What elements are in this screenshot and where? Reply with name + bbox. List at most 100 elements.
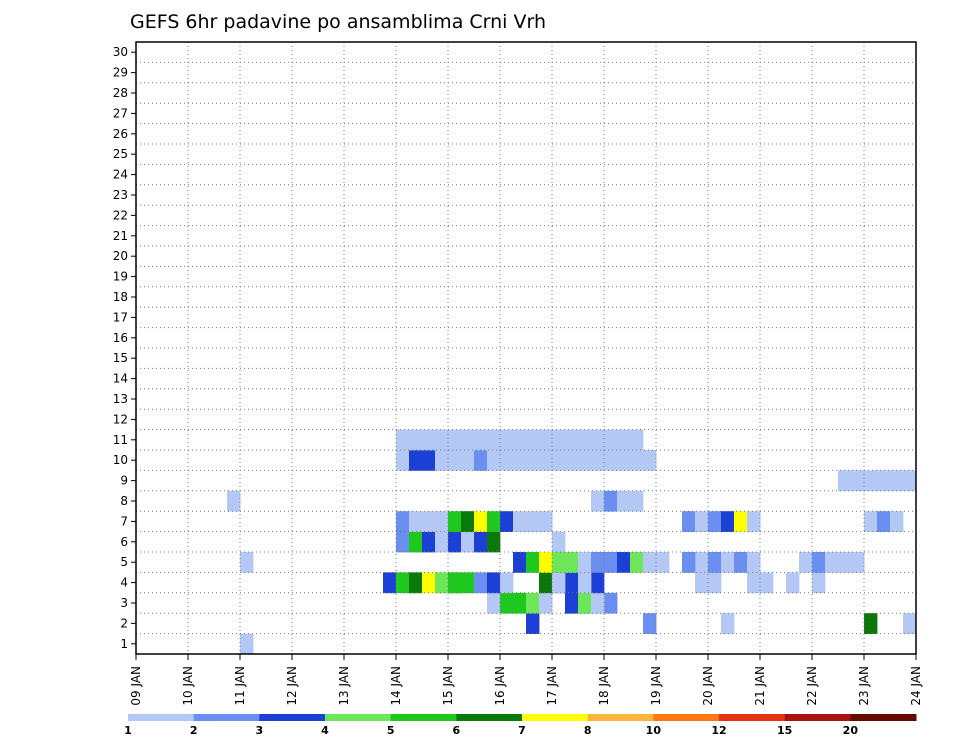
heatmap-cell <box>617 552 631 573</box>
heatmap-cell <box>578 592 592 614</box>
heatmap-cell <box>864 470 878 492</box>
heatmap-cell <box>786 572 800 594</box>
heatmap-cell <box>721 552 735 573</box>
legend-swatch <box>850 714 917 721</box>
y-tick-label: 17 <box>113 310 128 324</box>
heatmap-cell <box>877 511 891 532</box>
legend-swatch <box>719 714 786 721</box>
heatmap-cell <box>838 552 852 573</box>
heatmap-cell <box>825 552 839 573</box>
heatmap-cell <box>903 613 917 634</box>
y-tick-label: 25 <box>113 147 128 161</box>
heatmap-cell <box>877 470 891 492</box>
heatmap-cell <box>487 592 501 614</box>
y-tick-label: 3 <box>120 596 128 610</box>
heatmap-cell <box>630 450 644 471</box>
heatmap-cell <box>721 613 735 634</box>
y-tick-label: 19 <box>113 270 128 284</box>
heatmap-cell <box>747 552 761 573</box>
x-tick-label: 19 JAN <box>649 666 663 706</box>
legend-swatch <box>784 714 851 721</box>
chart-title: GEFS 6hr padavine po ansamblima Crni Vrh <box>130 11 546 33</box>
heatmap-cell <box>474 572 488 594</box>
legend-swatch <box>193 714 260 721</box>
y-tick-label: 28 <box>113 86 128 100</box>
heatmap-cell <box>500 450 514 471</box>
heatmap-cell <box>604 450 618 471</box>
x-tick-label: 09 JAN <box>129 666 143 706</box>
heatmap-cell <box>396 511 410 532</box>
heatmap-cell <box>461 450 475 471</box>
legend-swatch <box>325 714 392 721</box>
heatmap-cell <box>526 552 540 573</box>
heatmap-cell <box>890 511 904 532</box>
heatmap-cell <box>565 572 579 594</box>
heatmap-cell <box>617 490 631 512</box>
heatmap-cell <box>643 552 657 573</box>
heatmap-cell <box>422 511 436 532</box>
heatmap-cell <box>435 450 449 471</box>
heatmap-cell <box>591 592 605 614</box>
heatmap-cell <box>812 552 826 573</box>
heatmap-cell <box>539 572 553 594</box>
legend-swatch <box>587 714 654 721</box>
heatmap-cell <box>539 450 553 471</box>
y-tick-label: 13 <box>113 392 128 406</box>
y-tick-label: 24 <box>113 168 128 182</box>
y-tick-label: 27 <box>113 106 128 120</box>
heatmap-cell <box>409 572 423 594</box>
y-tick-label: 21 <box>113 229 128 243</box>
heatmap-cell <box>656 552 670 573</box>
heatmap-cell <box>396 450 410 471</box>
y-tick-label: 29 <box>113 66 128 80</box>
heatmap-cell <box>682 511 696 532</box>
heatmap-cell <box>474 531 488 553</box>
color-legend: 1 2 3 4 5 6 7 8 10 12 15 20 <box>124 714 917 737</box>
y-tick-label: 5 <box>120 555 128 569</box>
y-tick-label: 16 <box>113 331 128 345</box>
y-tick-label: 10 <box>113 453 128 467</box>
heatmap-cell <box>422 572 436 594</box>
heatmap-cell <box>500 592 514 614</box>
heatmap-cell <box>604 552 618 573</box>
legend-label: 6 <box>453 724 461 737</box>
heatmap-cell <box>708 572 722 594</box>
heatmap-cell <box>435 572 449 594</box>
heatmap-cell <box>474 429 488 451</box>
y-tick-label: 26 <box>113 127 128 141</box>
heatmap-cell <box>812 572 826 594</box>
heatmap-cell <box>838 470 852 492</box>
heatmap-cell <box>604 592 618 614</box>
y-tick-label: 11 <box>113 433 128 447</box>
heatmap-cell <box>708 511 722 532</box>
heatmap-cell <box>513 511 527 532</box>
y-tick-label: 12 <box>113 412 128 426</box>
heatmap-cell <box>734 511 748 532</box>
heatmap-cell <box>487 429 501 451</box>
y-tick-label: 6 <box>120 535 128 549</box>
heatmap-cell <box>461 531 475 553</box>
heatmap-cell <box>526 511 540 532</box>
heatmap-cell <box>448 429 462 451</box>
heatmap-cell <box>591 572 605 594</box>
x-tick-label: 16 JAN <box>493 666 507 706</box>
heatmap-cell <box>422 450 436 471</box>
heatmap-cell <box>526 429 540 451</box>
heatmap-cell <box>552 552 566 573</box>
heatmap-cell <box>565 429 579 451</box>
legend-label: 20 <box>843 724 859 737</box>
heatmap-cell <box>539 592 553 614</box>
x-tick-label: 22 JAN <box>805 666 819 706</box>
heatmap-cell <box>448 531 462 553</box>
heatmap-cell <box>760 572 774 594</box>
heatmap-cell <box>695 572 709 594</box>
legend-label: 12 <box>711 724 726 737</box>
heatmap-cell <box>513 592 527 614</box>
heatmap-cell <box>539 552 553 573</box>
heatmap-cell <box>396 572 410 594</box>
x-axis: 09 JAN 10 JAN 11 JAN 12 JAN 13 JAN 14 JAN 15 J… <box>129 654 923 706</box>
legend-label: 2 <box>190 724 198 737</box>
y-tick-label: 14 <box>113 372 128 386</box>
heatmap-cell <box>409 450 423 471</box>
